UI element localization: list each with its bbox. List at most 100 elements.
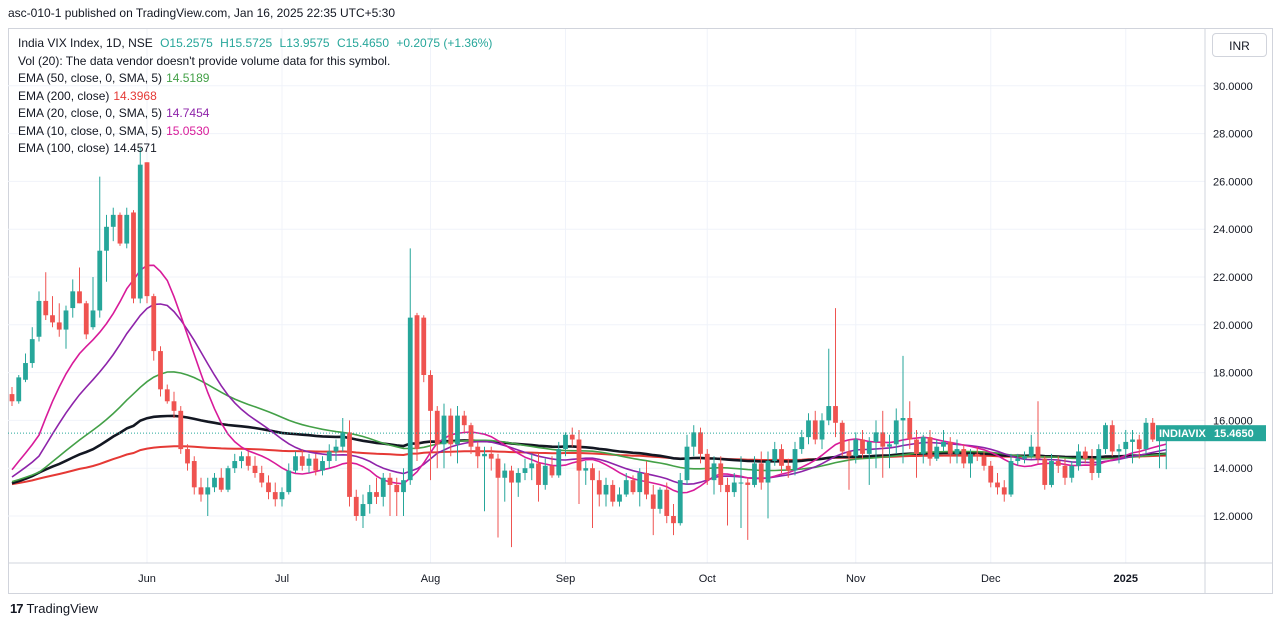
legend-ema-20[interactable]: EMA (20, close, 0, SMA, 5) 14.7454: [18, 105, 492, 123]
candle-body: [650, 494, 656, 509]
ohlc-low: L13.9575: [279, 36, 330, 50]
candle-body: [981, 456, 987, 466]
candle-body: [117, 214, 123, 244]
candle-body: [596, 480, 602, 495]
candle-body: [306, 458, 312, 466]
legend-ema-100[interactable]: EMA (100, close) 14.4571: [18, 140, 492, 158]
candle-body: [360, 504, 366, 516]
ema-value: 14.7454: [166, 106, 210, 120]
currency-button[interactable]: INR: [1212, 33, 1267, 57]
ema-label: EMA (10, close, 0, SMA, 5): [18, 123, 163, 138]
candle-body: [205, 487, 211, 495]
candle-body: [833, 406, 838, 423]
chart-frame: [8, 28, 1273, 594]
symbol-tag-bg: [1156, 425, 1210, 442]
chart-legend: India VIX Index, 1D, NSE O15.2575 H15.57…: [18, 35, 492, 158]
candle-body: [232, 461, 238, 469]
candle-body: [745, 482, 751, 485]
time-tick-label: Oct: [699, 573, 716, 585]
candle-body: [286, 470, 292, 493]
symbol-name[interactable]: India VIX Index, 1D, NSE: [18, 36, 153, 50]
candle-body: [853, 439, 859, 457]
price-tick-label: 12.0000: [1213, 511, 1253, 523]
candle-body: [515, 472, 521, 483]
candle-body: [590, 468, 595, 481]
candle-body: [704, 453, 710, 481]
candle-body: [880, 432, 886, 447]
candle-body: [988, 465, 994, 483]
candle-body: [495, 458, 501, 478]
candle-body: [1028, 446, 1034, 457]
candle-body: [1042, 458, 1048, 485]
candle-body: [124, 214, 130, 244]
ohlc-high: H15.5725: [220, 36, 273, 50]
candle-body: [252, 465, 258, 473]
candle-body: [191, 461, 197, 488]
candle-body: [394, 484, 400, 493]
candle-body: [313, 458, 319, 471]
tradingview-logo-icon: 17: [10, 601, 24, 616]
legend-ema-200[interactable]: EMA (200, close) 14.3968: [18, 88, 492, 106]
legend-ema-50[interactable]: EMA (50, close, 0, SMA, 5) 14.5189: [18, 70, 492, 88]
candle-body: [664, 489, 670, 516]
candle-body: [421, 317, 427, 375]
legend-volume-row[interactable]: Vol (20): The data vendor doesn't provid…: [18, 53, 391, 68]
candle-body: [536, 463, 541, 485]
candle-body: [367, 492, 373, 505]
candle-body: [1089, 458, 1095, 473]
footer-brand[interactable]: 17 TradingView: [10, 601, 98, 616]
ohlc-open: O15.2575: [160, 36, 213, 50]
candle-body: [947, 441, 953, 454]
legend-ema-10[interactable]: EMA (10, close, 0, SMA, 5) 15.0530: [18, 123, 492, 141]
candle-body: [414, 315, 420, 450]
ema-100-line: [11, 414, 1167, 485]
candle-body: [225, 468, 231, 490]
price-tag: 15.4650: [1214, 428, 1254, 440]
candle-body: [772, 449, 778, 462]
candle-body: [36, 300, 42, 337]
candle-body: [1069, 465, 1075, 478]
ema-20-line: [11, 303, 1167, 486]
time-axis: Jun Jul Aug Sep Oct Nov Dec 2025: [138, 573, 1138, 585]
legend-symbol-row: India VIX Index, 1D, NSE O15.2575 H15.57…: [18, 35, 492, 53]
candle-body: [866, 441, 872, 454]
ema-200-line: [11, 445, 1167, 486]
candle-body: [974, 453, 980, 457]
price-tick-label: 18.0000: [1213, 368, 1253, 380]
candle-body: [758, 463, 764, 483]
ema-value: 15.0530: [166, 123, 210, 138]
candle-body: [198, 487, 204, 495]
candle-body: [185, 449, 190, 464]
ema-value: 14.5189: [166, 71, 210, 85]
candle-body: [218, 477, 224, 490]
candle-body: [502, 470, 508, 478]
ema-label: EMA (20, close, 0, SMA, 5): [18, 106, 163, 120]
candle-body: [603, 484, 609, 495]
candle-body: [576, 439, 582, 471]
candle-body: [77, 291, 82, 304]
candle-body: [110, 214, 116, 227]
candle-body: [731, 482, 737, 493]
candle-body: [887, 444, 892, 447]
candle-body: [245, 456, 251, 466]
candle-body: [16, 377, 22, 402]
ema-label: EMA (200, close): [18, 88, 110, 103]
candle-body: [583, 468, 589, 471]
price-tick-label: 30.0000: [1213, 81, 1253, 93]
candle-body: [860, 439, 865, 454]
candle-body: [50, 315, 55, 323]
candle-body: [43, 300, 49, 316]
candles: [9, 147, 1169, 548]
candle-body: [434, 410, 440, 445]
candle-body: [279, 492, 285, 500]
candle-body: [401, 480, 406, 493]
candle-body: [1055, 461, 1061, 466]
candle-body: [299, 456, 305, 466]
price-tick-label: 26.0000: [1213, 176, 1253, 188]
candle-body: [1035, 446, 1041, 459]
candle-body: [1082, 451, 1088, 459]
candle-body: [1116, 449, 1122, 452]
candle-body: [941, 441, 946, 447]
candle-body: [1015, 458, 1021, 462]
